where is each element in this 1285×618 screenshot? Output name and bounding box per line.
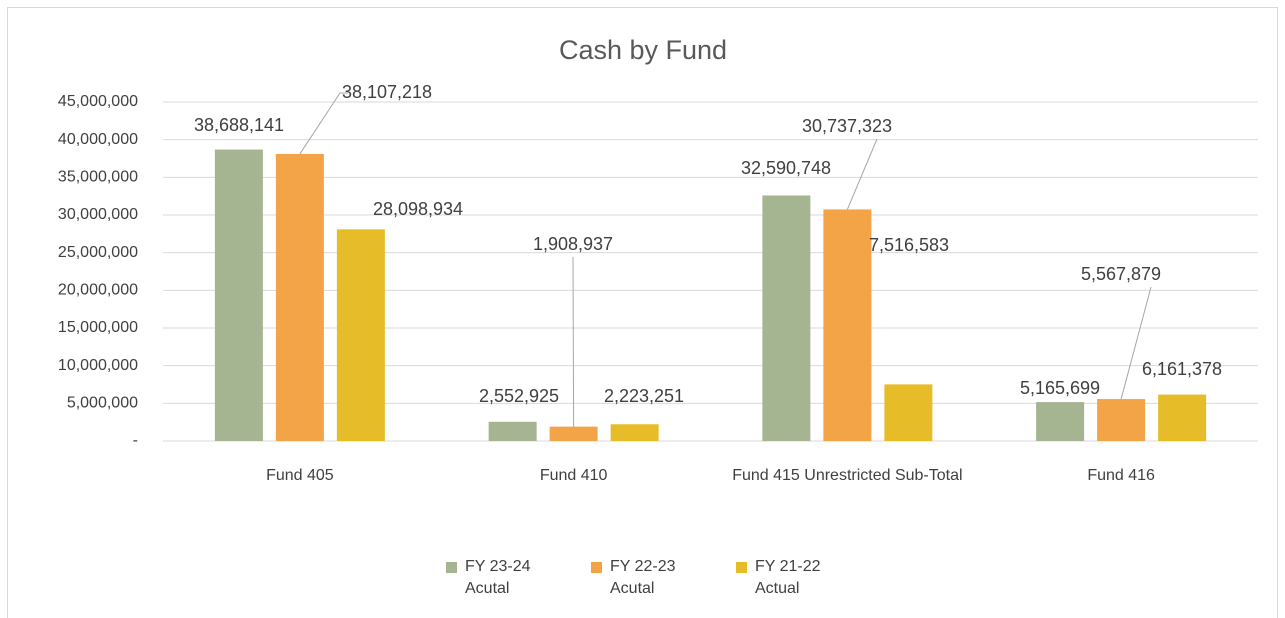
legend-swatch — [736, 562, 747, 573]
bar — [1097, 399, 1146, 441]
data-label: 1,908,937 — [533, 234, 613, 254]
data-label: 38,688,141 — [194, 115, 284, 135]
x-tick-label: Fund 416 — [1087, 467, 1155, 484]
bar — [488, 421, 537, 441]
data-label: 2,223,251 — [604, 386, 684, 406]
x-tick-label: Fund 410 — [539, 467, 608, 484]
data-label: 7,516,583 — [869, 235, 949, 255]
y-tick-label: 25,000,000 — [58, 244, 138, 261]
data-label: 5,567,879 — [1081, 264, 1161, 284]
legend-label: FY 21-22 Actual — [755, 558, 821, 597]
y-tick-label: 45,000,000 — [58, 93, 138, 110]
bar — [1036, 402, 1085, 441]
data-label: 5,165,699 — [1020, 378, 1100, 398]
bar — [214, 149, 263, 442]
bar — [762, 195, 811, 441]
y-tick-label: 15,000,000 — [58, 319, 138, 336]
legend-swatch — [591, 562, 602, 573]
leader-line — [299, 92, 341, 155]
y-tick-label: 40,000,000 — [58, 131, 138, 148]
bar — [549, 426, 598, 441]
data-label: 38,107,218 — [342, 82, 432, 102]
y-tick-label: 30,000,000 — [58, 206, 138, 223]
bar — [823, 209, 872, 441]
legend-label: FY 23-24 Acutal — [465, 558, 531, 597]
y-tick-label: 10,000,000 — [58, 357, 138, 374]
bar — [336, 229, 385, 441]
leader-line — [1120, 286, 1152, 400]
y-tick-label: 20,000,000 — [58, 282, 138, 299]
x-tick-label: Fund 415 Unrestricted Sub-Total — [732, 467, 963, 484]
data-label: 28,098,934 — [373, 199, 463, 219]
legend-label: FY 22-23 Acutal — [610, 558, 676, 597]
data-label: 6,161,378 — [1142, 359, 1222, 379]
leader-line — [572, 256, 575, 427]
chart-title: Cash by Fund — [559, 35, 727, 65]
bar — [275, 153, 324, 441]
data-label: 2,552,925 — [479, 386, 559, 406]
leader-line — [846, 138, 878, 210]
y-tick-label: 35,000,000 — [58, 169, 138, 186]
x-tick-label: Fund 405 — [266, 467, 334, 484]
chart-frame — [7, 7, 1278, 618]
bar — [884, 384, 933, 441]
y-tick-label: 5,000,000 — [67, 395, 138, 412]
data-label: 32,590,748 — [741, 158, 831, 178]
legend-swatch — [446, 562, 457, 573]
bar — [610, 424, 659, 441]
bar — [1158, 394, 1207, 441]
data-label: 30,737,323 — [802, 116, 892, 136]
y-tick-label: - — [133, 432, 138, 449]
